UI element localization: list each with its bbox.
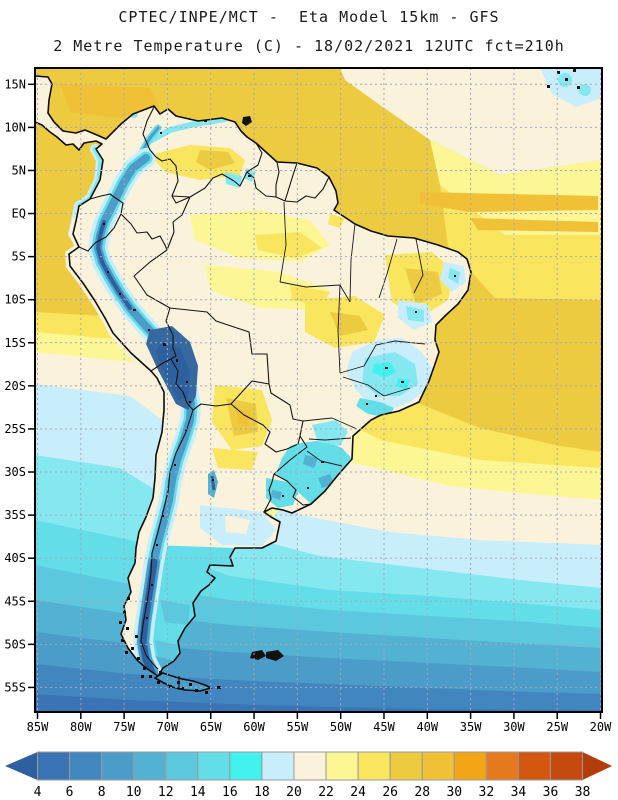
lat-tick-label: 5S xyxy=(12,250,26,264)
lon-tick-label: 20W xyxy=(590,720,612,734)
trinidad xyxy=(242,116,252,126)
map-frame xyxy=(34,67,603,713)
mountain-peak-specks xyxy=(103,112,456,619)
colorbar-cell xyxy=(165,751,199,781)
state-borders xyxy=(279,201,426,467)
colorbar-cell xyxy=(261,751,295,781)
colorbar-tick-label: 4 xyxy=(34,785,42,800)
falkland-islands xyxy=(266,650,284,661)
colorbar-tick-label: 36 xyxy=(543,785,559,800)
colorbar-tick-label: 22 xyxy=(318,785,334,800)
colorbar-tick-label: 16 xyxy=(222,785,238,800)
lat-tick-label: 10S xyxy=(4,293,26,307)
north-atlantic-bands xyxy=(340,68,602,300)
colorbar-cell xyxy=(293,751,327,781)
tierra-del-fuego xyxy=(153,672,214,692)
colorbar-tick-label: 32 xyxy=(479,785,495,800)
colorbar-cell xyxy=(69,751,103,781)
rio-de-la-plata xyxy=(264,508,280,517)
longitude-axis: 85W 80W 75W 70W 65W 60W 55W 50W 45W 40W 35W 30W 25W 2… xyxy=(27,712,612,734)
colorbar-tick-label: 8 xyxy=(98,785,106,800)
colorbar-cell xyxy=(485,751,519,781)
lon-tick-label: 80W xyxy=(70,720,92,734)
lat-tick-label: 30S xyxy=(4,465,26,479)
lon-tick-label: 65W xyxy=(200,720,222,734)
lon-tick-label: 25W xyxy=(546,720,568,734)
fjord-speckles xyxy=(119,597,208,694)
colorbar-tick-label: 12 xyxy=(158,785,174,800)
coastline xyxy=(35,75,472,677)
lon-tick-label: 85W xyxy=(27,720,49,734)
colorbar-under-arrow xyxy=(5,752,38,780)
colorbar-cell xyxy=(325,751,359,781)
falkland-islands xyxy=(250,650,266,660)
page-subtitle: 2 Metre Temperature (C) - 18/02/2021 12U… xyxy=(53,37,565,55)
colorbar-tick-label: 38 xyxy=(575,785,591,800)
colorbar-tick-label: 10 xyxy=(126,785,142,800)
colorbar-cell xyxy=(101,751,135,781)
colorbar-tick-label: 30 xyxy=(446,785,462,800)
colorbar-cell xyxy=(549,751,584,781)
colorbar-tick-label: 26 xyxy=(382,785,398,800)
colorbar-tick-label: 20 xyxy=(286,785,302,800)
lat-tick-label: 10N xyxy=(4,120,26,134)
colorbar-cell xyxy=(133,751,167,781)
lon-tick-label: 75W xyxy=(113,720,135,734)
colorbar-cell xyxy=(197,751,231,781)
colorbar-tick-label: 6 xyxy=(66,785,74,800)
lon-tick-label: 45W xyxy=(373,720,395,734)
colorbar-cell xyxy=(453,751,487,781)
lon-tick-label: 30W xyxy=(503,720,525,734)
lat-tick-label: 40S xyxy=(4,551,26,565)
lat-tick-label: 55S xyxy=(4,680,26,694)
lat-tick-label: 15S xyxy=(4,336,26,350)
colorbar-tick-label: 24 xyxy=(350,785,366,800)
colorbar-tick-label: 14 xyxy=(190,785,206,800)
lat-tick-label: 45S xyxy=(4,594,26,608)
lat-tick-label: 20S xyxy=(4,379,26,393)
lat-tick-label: 5N xyxy=(12,163,26,177)
colorbar-over-arrow xyxy=(582,752,612,780)
temperature-colorbar: 4 6 8 10 12 14 16 18 20 22 24 26 28 30 32 34 36 38 xyxy=(5,751,612,800)
latitude-axis: 15N 10N 5N EQ 5S 10S 15S 20S 25S 30S 35S 40S 45S 50S 5… xyxy=(4,77,35,694)
lat-tick-label: 50S xyxy=(4,637,26,651)
lon-tick-label: 60W xyxy=(243,720,265,734)
antilles-cool-patch xyxy=(540,68,602,107)
colorbar-tick-label: 28 xyxy=(414,785,430,800)
colorbar-tick-label: 18 xyxy=(254,785,270,800)
colorbar-cell xyxy=(37,751,71,781)
lon-tick-label: 55W xyxy=(287,720,309,734)
colorbar-cell xyxy=(229,751,263,781)
country-borders xyxy=(78,106,330,690)
colorbar-tick-label: 34 xyxy=(511,785,527,800)
graticule-grid xyxy=(35,68,602,712)
lat-tick-label: 15N xyxy=(4,77,26,91)
lat-tick-label: EQ xyxy=(12,207,26,221)
lat-tick-label: 25S xyxy=(4,422,26,436)
colorbar-cell xyxy=(389,751,423,781)
page-title: CPTEC/INPE/MCT - Eta Model 15km - GFS xyxy=(118,8,500,26)
lon-tick-label: 70W xyxy=(157,720,179,734)
colorbar-cell xyxy=(357,751,391,781)
islands xyxy=(217,69,580,689)
lon-tick-label: 35W xyxy=(460,720,482,734)
equatorial-warm-streaks xyxy=(60,84,598,232)
lon-tick-label: 50W xyxy=(330,720,352,734)
lat-tick-label: 35S xyxy=(4,508,26,522)
colorbar-cell xyxy=(421,751,455,781)
colorbar-cell xyxy=(517,751,551,781)
lon-tick-label: 40W xyxy=(416,720,438,734)
